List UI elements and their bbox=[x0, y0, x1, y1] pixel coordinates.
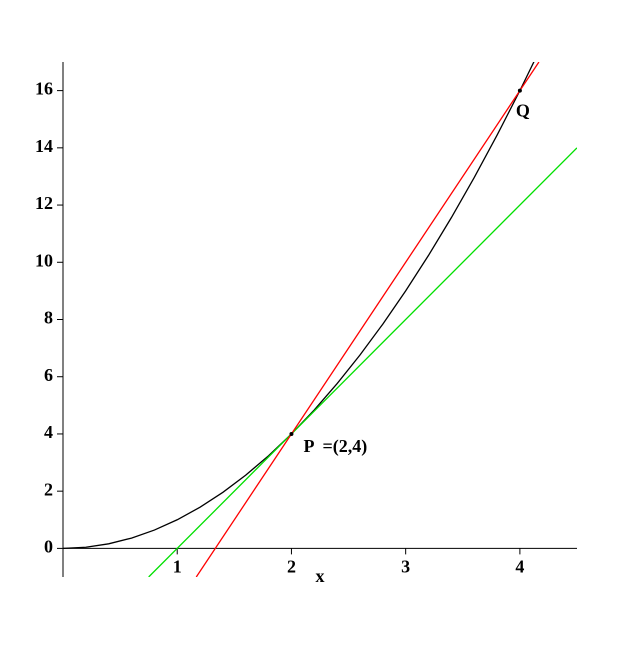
line bbox=[195, 62, 540, 577]
y-tick-label: 8 bbox=[44, 308, 53, 328]
y-tick-label: 12 bbox=[35, 193, 53, 213]
y-tick-label: 6 bbox=[44, 365, 53, 385]
line bbox=[63, 62, 535, 550]
x-tick-label: 4 bbox=[515, 557, 524, 577]
y-tick-label: 10 bbox=[35, 250, 53, 270]
line bbox=[148, 147, 577, 577]
annotation: P =(2,4) bbox=[303, 436, 367, 457]
annotation: Q bbox=[516, 101, 530, 121]
y-tick-label: 0 bbox=[44, 537, 53, 557]
y-tick-label: 16 bbox=[35, 79, 53, 99]
y-tick-label: 14 bbox=[35, 136, 53, 156]
x-tick-label: 1 bbox=[173, 557, 182, 577]
point bbox=[289, 431, 294, 436]
y-tick-label: 2 bbox=[44, 479, 53, 499]
x-tick-label: 2 bbox=[287, 557, 296, 577]
x-axis-label: x bbox=[316, 566, 325, 586]
point bbox=[517, 88, 522, 93]
y-tick-label: 4 bbox=[44, 422, 53, 442]
x-tick-label: 3 bbox=[401, 557, 410, 577]
plot-area bbox=[63, 62, 577, 577]
